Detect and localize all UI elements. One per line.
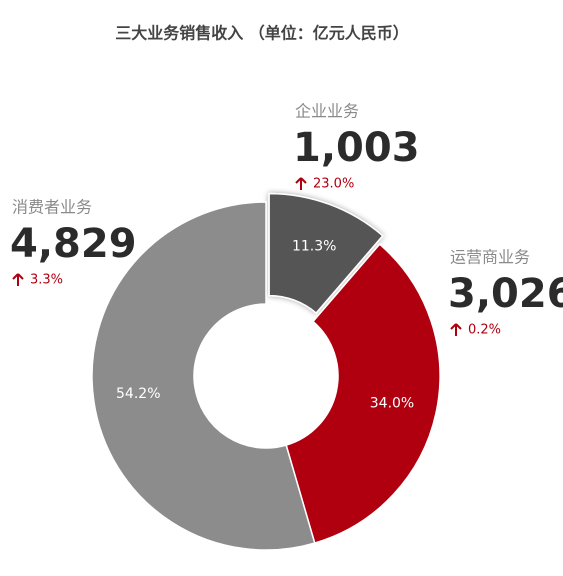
percent-label: 11.3% — [292, 239, 336, 255]
growth-arrow — [12, 273, 24, 286]
value-label: 4,829 — [10, 221, 137, 267]
growth-label: 0.2% — [468, 323, 501, 338]
category-label: 运营商业务 — [450, 248, 530, 267]
growth-arrow — [450, 323, 462, 336]
value-label: 1,003 — [293, 125, 420, 171]
growth-label: 3.3% — [30, 273, 63, 288]
growth-arrow — [295, 177, 307, 190]
growth-label: 23.0% — [313, 177, 354, 192]
percent-label: 34.0% — [370, 396, 414, 412]
chart-title: 三大业务销售收入 （单位：亿元人民币） — [115, 24, 409, 43]
category-label: 消费者业务 — [12, 198, 92, 217]
category-label: 企业业务 — [295, 102, 359, 121]
donut-slice — [268, 192, 384, 315]
percent-label: 54.2% — [116, 386, 160, 402]
value-label: 3,026 — [448, 271, 563, 317]
donut-slice — [285, 243, 441, 544]
donut-slice — [91, 201, 316, 551]
